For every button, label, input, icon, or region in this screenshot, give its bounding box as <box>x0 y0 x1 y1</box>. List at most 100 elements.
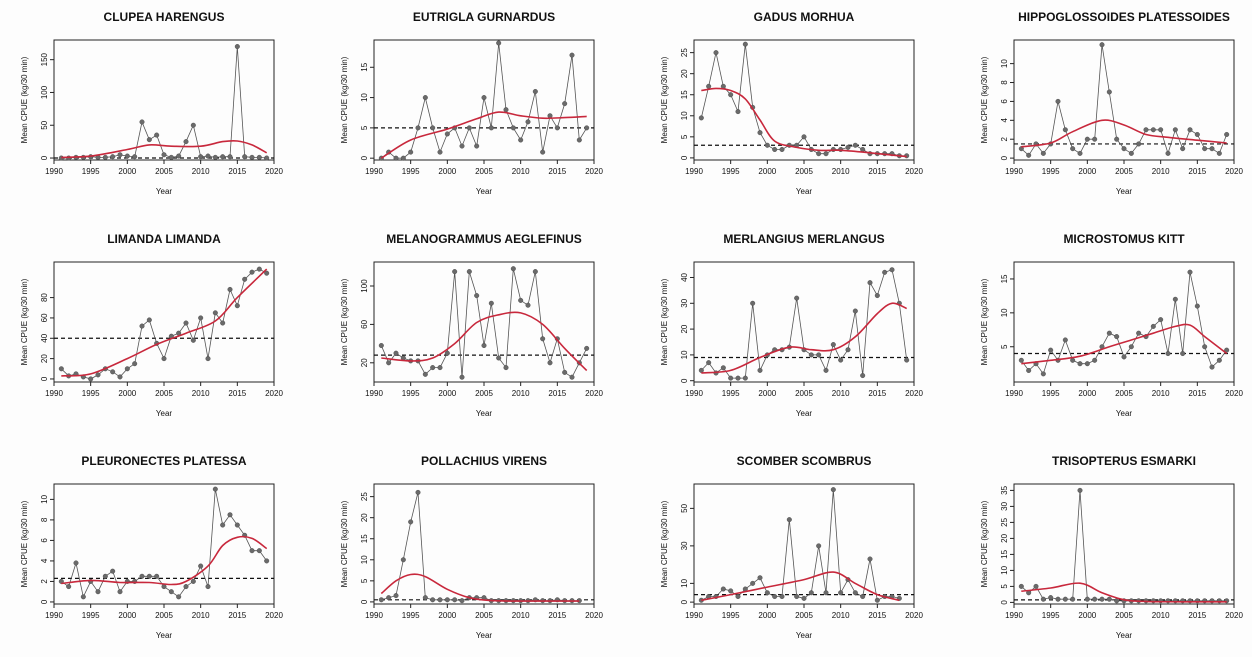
chart-svg: LIMANDA LIMANDA 1990 1995 2000 2005 2010 2015 2… <box>20 232 283 418</box>
trend-curve <box>1021 323 1228 365</box>
x-tick-label: 1990 <box>685 389 703 398</box>
data-point <box>212 154 218 160</box>
y-tick-label: 0 <box>40 155 49 160</box>
trend-curve <box>380 111 587 159</box>
data-point <box>860 146 866 152</box>
data-point <box>503 365 509 371</box>
data-point <box>1070 146 1076 152</box>
data-point <box>1033 583 1039 589</box>
x-tick-label: 1995 <box>82 167 100 176</box>
data-point <box>58 366 64 372</box>
data-point <box>205 356 211 362</box>
y-axis-label: Mean CPUE (kg/30 min) <box>20 56 29 143</box>
x-tick-label: 2020 <box>905 389 923 398</box>
y-tick-label: 0 <box>680 155 689 160</box>
y-tick-label: 25 <box>360 492 369 501</box>
x-tick-label: 1990 <box>1005 611 1023 620</box>
x-axis-label: Year <box>796 187 813 196</box>
chart-panel: MICROSTOMUS KITT 1990 1995 2000 2005 2010 2015… <box>968 222 1244 435</box>
chart-panel: SCOMBER SCOMBRUS 1990 1995 2000 2005 2010 2015… <box>648 444 924 657</box>
data-point <box>1055 596 1061 602</box>
x-tick-label: 1990 <box>45 389 63 398</box>
data-point <box>146 137 152 143</box>
x-axis-label: Year <box>1116 409 1133 418</box>
data-point <box>452 597 458 603</box>
data-point <box>1128 150 1134 156</box>
data-point <box>1048 347 1054 353</box>
data-point <box>415 125 421 131</box>
data-point <box>264 558 270 564</box>
data-point <box>444 131 450 137</box>
x-tick-label: 2010 <box>192 389 210 398</box>
data-point <box>720 365 726 371</box>
data-point <box>205 153 211 159</box>
data-point <box>1172 127 1178 133</box>
x-tick-label: 2010 <box>832 389 850 398</box>
trend-curve <box>701 87 907 158</box>
x-tick-label: 2005 <box>795 167 813 176</box>
observed-series-line <box>381 492 580 602</box>
data-point <box>554 125 560 131</box>
data-point <box>698 115 704 121</box>
data-point <box>444 350 450 356</box>
data-point <box>378 343 384 349</box>
data-point <box>1180 351 1186 357</box>
data-point <box>393 593 399 599</box>
data-point <box>176 153 182 159</box>
data-point <box>569 52 575 58</box>
y-tick-label: 50 <box>680 503 689 512</box>
y-tick-label: 0 <box>680 378 689 383</box>
x-tick-label: 1995 <box>722 389 740 398</box>
y-tick-label: 10 <box>360 555 369 564</box>
y-tick-label: 15 <box>360 62 369 71</box>
data-point <box>779 593 785 599</box>
x-tick-label: 2020 <box>905 611 923 620</box>
data-point <box>234 303 240 309</box>
data-point <box>503 107 509 113</box>
y-tick-label: 10 <box>1000 308 1009 317</box>
y-tick-label: 150 <box>40 52 49 66</box>
chart-panel: TRISOPTERUS ESMARKI 1990 1995 2000 2005 2010 2… <box>968 444 1244 657</box>
data-point <box>132 154 138 160</box>
data-point <box>386 595 392 601</box>
data-point <box>860 593 866 599</box>
y-axis-label: Mean CPUE (kg/30 min) <box>980 278 989 365</box>
data-point <box>393 155 399 161</box>
data-point <box>816 543 822 549</box>
x-tick-label: 1990 <box>1005 167 1023 176</box>
data-point <box>1106 596 1112 602</box>
data-point <box>698 367 704 373</box>
x-tick-label: 2010 <box>832 611 850 620</box>
data-point <box>1114 334 1120 340</box>
data-point <box>139 573 145 579</box>
x-axis-label: Year <box>1116 631 1133 640</box>
data-point <box>584 345 590 351</box>
data-point <box>569 374 575 380</box>
y-tick-label: 15 <box>360 534 369 543</box>
chart-panel: POLLACHIUS VIRENS 1990 1995 2000 2005 2010 201… <box>328 444 604 657</box>
data-point <box>88 376 94 382</box>
y-tick-label: 0 <box>360 599 369 604</box>
x-tick-label: 1995 <box>402 611 420 620</box>
data-point <box>386 360 392 366</box>
data-point <box>1194 131 1200 137</box>
data-point <box>117 152 123 158</box>
data-point <box>874 293 880 299</box>
chart-title: PLEURONECTES PLATESSA <box>81 454 246 468</box>
data-point <box>1158 127 1164 133</box>
data-point <box>728 92 734 98</box>
y-tick-label: 30 <box>680 298 689 307</box>
x-tick-label: 2015 <box>1188 167 1206 176</box>
data-point <box>735 375 741 381</box>
data-point <box>264 155 270 161</box>
data-point <box>161 152 167 158</box>
data-point <box>1136 141 1142 147</box>
observed-series-line <box>61 268 267 380</box>
x-tick-label: 2005 <box>795 389 813 398</box>
y-tick-label: 25 <box>680 48 689 57</box>
data-point <box>1128 344 1134 350</box>
data-point <box>220 522 226 528</box>
y-tick-label: 4 <box>40 558 49 563</box>
y-tick-label: 5 <box>360 578 369 583</box>
